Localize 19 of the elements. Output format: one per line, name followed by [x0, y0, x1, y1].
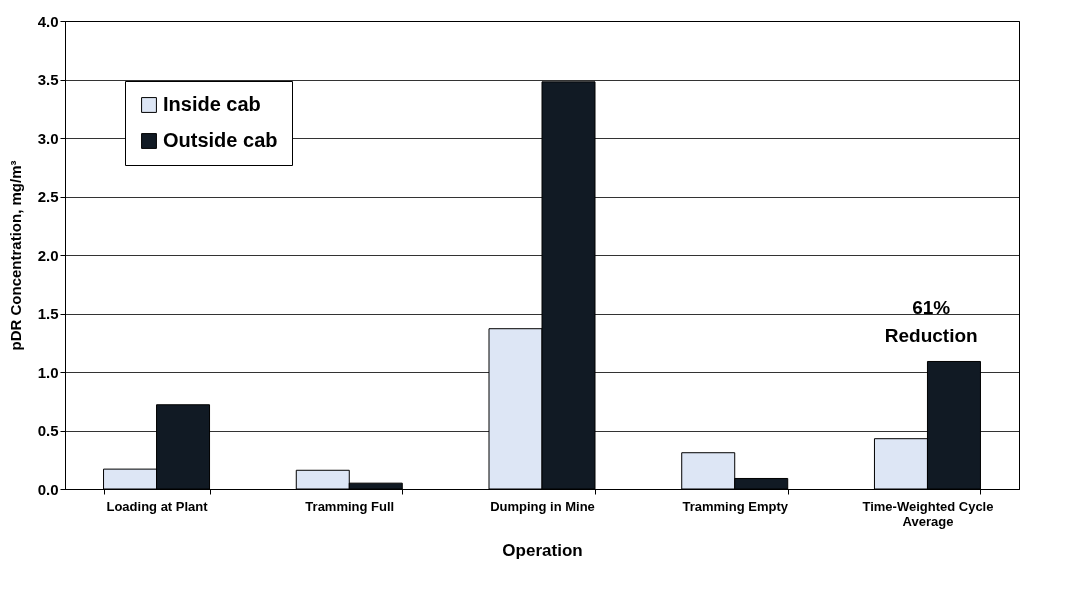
y-tick-label: 3.0	[37, 129, 59, 147]
x-tick-label: Tramming Empty	[682, 498, 789, 514]
x-axis-title: Operation	[502, 540, 583, 560]
y-tick-label: 0.5	[37, 422, 59, 439]
legend-label: Outside cab	[163, 129, 278, 151]
y-tick-label: 1.5	[37, 305, 59, 322]
y-tick-label: 2.5	[37, 188, 59, 205]
x-tick-label: Dumping in Mine	[490, 498, 595, 514]
y-axis-title: pDR Concentration, mg/m³	[6, 160, 24, 351]
y-tick-label: 4.0	[37, 12, 59, 30]
y-tick-label: 0.0	[37, 480, 59, 498]
x-tick-label: Loading at Plant	[106, 498, 209, 514]
x-tick-label: Time-Weighted Cycle Average	[862, 498, 994, 529]
y-tick-label: 3.5	[37, 71, 59, 88]
y-tick-label: 2.0	[37, 246, 59, 264]
annotation: 61% Reduction	[884, 297, 978, 347]
legend-label: Inside cab	[163, 93, 261, 115]
x-tick-label: Tramming Full	[305, 498, 395, 514]
y-tick-label: 1.0	[37, 363, 59, 381]
